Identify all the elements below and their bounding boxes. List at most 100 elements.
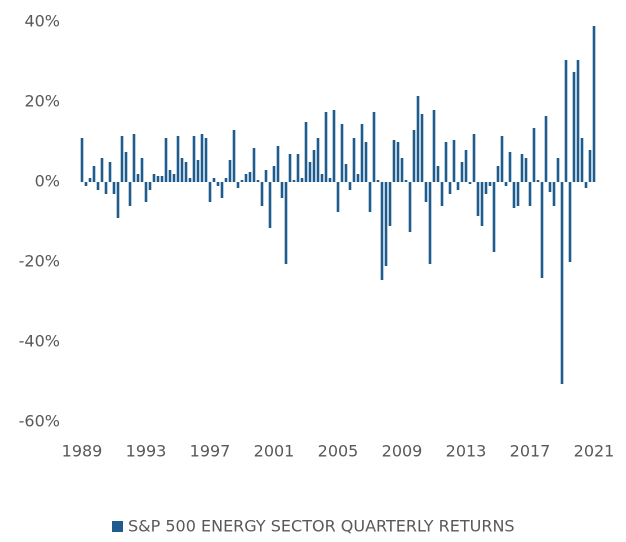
bar bbox=[296, 154, 300, 182]
bar bbox=[488, 182, 492, 186]
bar bbox=[416, 96, 420, 182]
bar bbox=[380, 182, 384, 280]
y-tick-label: -40% bbox=[19, 332, 60, 351]
bar bbox=[592, 26, 596, 182]
bar bbox=[224, 178, 228, 182]
bar bbox=[564, 60, 568, 182]
bar bbox=[180, 158, 184, 182]
bar bbox=[388, 182, 392, 226]
bar bbox=[568, 182, 572, 262]
bar bbox=[576, 60, 580, 182]
bar bbox=[80, 138, 84, 182]
bar bbox=[268, 182, 272, 228]
bar bbox=[128, 182, 132, 206]
bar bbox=[188, 178, 192, 182]
bar bbox=[584, 182, 588, 188]
bar bbox=[560, 182, 564, 384]
bar bbox=[200, 134, 204, 182]
bar bbox=[472, 134, 476, 182]
bar bbox=[412, 130, 416, 182]
bar bbox=[172, 174, 176, 182]
bar bbox=[100, 158, 104, 182]
bar bbox=[276, 146, 280, 182]
bar bbox=[312, 150, 316, 182]
bar bbox=[208, 182, 212, 202]
bar bbox=[124, 152, 128, 182]
bar bbox=[112, 182, 116, 194]
bar bbox=[476, 182, 480, 216]
bar bbox=[260, 182, 264, 206]
x-tick-label: 2021 bbox=[574, 442, 615, 461]
bar bbox=[512, 182, 516, 208]
bar bbox=[136, 174, 140, 182]
bar bbox=[364, 142, 368, 182]
bar bbox=[148, 182, 152, 190]
bar bbox=[184, 162, 188, 182]
bar bbox=[236, 182, 240, 188]
bar bbox=[176, 136, 180, 182]
bar bbox=[88, 178, 92, 182]
bar bbox=[492, 182, 496, 252]
bar bbox=[384, 182, 388, 266]
bar bbox=[520, 154, 524, 182]
bar bbox=[308, 162, 312, 182]
bar bbox=[436, 166, 440, 182]
legend-label: S&P 500 ENERGY SECTOR QUARTERLY RETURNS bbox=[128, 517, 515, 536]
bar bbox=[120, 136, 124, 182]
bar bbox=[220, 182, 224, 198]
bar bbox=[516, 182, 520, 206]
bar bbox=[572, 72, 576, 182]
bar bbox=[420, 114, 424, 182]
bar bbox=[348, 182, 352, 190]
bar bbox=[496, 166, 500, 182]
x-tick-label: 2017 bbox=[510, 442, 551, 461]
bar bbox=[248, 172, 252, 182]
bar bbox=[160, 176, 164, 182]
bar bbox=[340, 124, 344, 182]
bar bbox=[428, 182, 432, 264]
bar bbox=[408, 182, 412, 232]
bar bbox=[288, 154, 292, 182]
bar bbox=[444, 142, 448, 182]
bar bbox=[548, 182, 552, 192]
bar bbox=[552, 182, 556, 206]
legend-swatch bbox=[112, 521, 123, 532]
y-tick-label: 40% bbox=[24, 12, 60, 31]
bar bbox=[536, 180, 540, 182]
bar bbox=[252, 148, 256, 182]
bar bbox=[316, 138, 320, 182]
bar bbox=[256, 180, 260, 182]
bar bbox=[264, 170, 268, 182]
bar bbox=[204, 138, 208, 182]
bar bbox=[540, 182, 544, 278]
y-tick-label: 0% bbox=[35, 172, 60, 191]
bar bbox=[356, 174, 360, 182]
x-tick-label: 1989 bbox=[62, 442, 103, 461]
bar bbox=[432, 110, 436, 182]
bar bbox=[440, 182, 444, 206]
x-tick-label: 2005 bbox=[318, 442, 359, 461]
bar bbox=[528, 182, 532, 206]
bar bbox=[228, 160, 232, 182]
bar bbox=[104, 182, 108, 194]
bar bbox=[168, 170, 172, 182]
bar bbox=[196, 160, 200, 182]
bar bbox=[544, 116, 548, 182]
bar bbox=[284, 182, 288, 264]
x-tick-label: 2001 bbox=[254, 442, 295, 461]
bar bbox=[280, 182, 284, 198]
bar bbox=[240, 180, 244, 182]
y-tick-label: 20% bbox=[24, 92, 60, 111]
bar bbox=[152, 174, 156, 182]
bar bbox=[524, 158, 528, 182]
bar bbox=[352, 138, 356, 182]
bar bbox=[156, 176, 160, 182]
bar bbox=[452, 140, 456, 182]
bar bbox=[508, 152, 512, 182]
bar bbox=[304, 122, 308, 182]
bar bbox=[328, 178, 332, 182]
bar bbox=[396, 142, 400, 182]
bar bbox=[580, 138, 584, 182]
bar bbox=[140, 158, 144, 182]
bar bbox=[392, 140, 396, 182]
